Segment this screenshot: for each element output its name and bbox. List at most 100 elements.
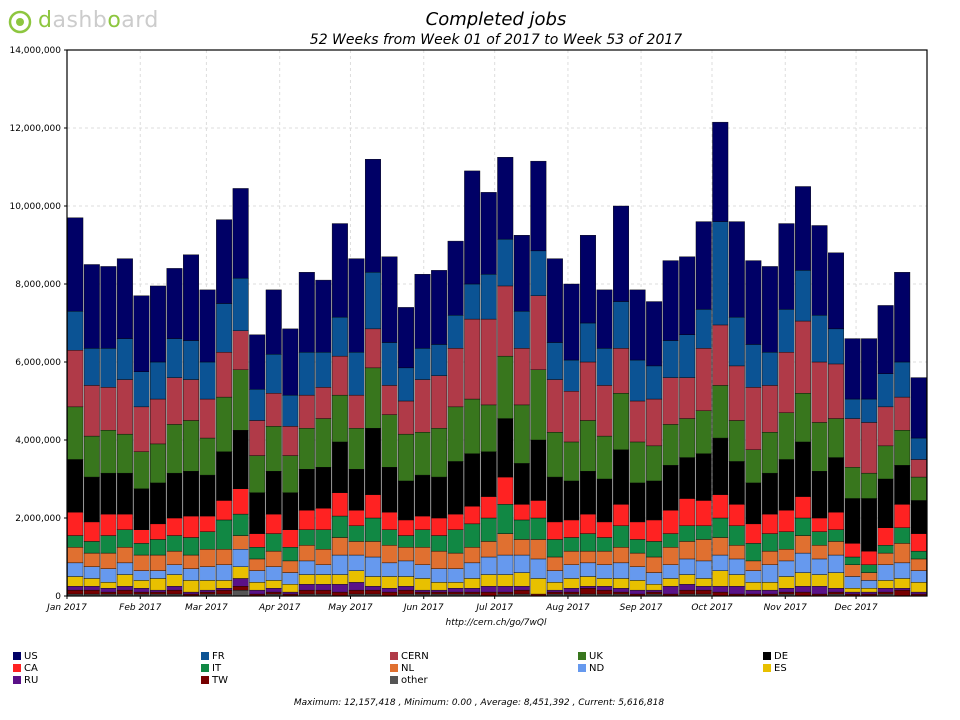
legend-item-de: DE <box>763 651 788 663</box>
bar-segment-ca <box>761 513 778 534</box>
bar-segment-ru <box>464 588 481 593</box>
bar-segment-nl <box>364 541 381 558</box>
bar-segment-nl <box>464 547 481 564</box>
bar-segment-ru <box>761 589 778 595</box>
legend-label: UK <box>589 651 603 662</box>
bar-segment-it <box>794 517 811 536</box>
bar-segment-nl <box>83 552 100 567</box>
x-tick-label: May 2017 <box>328 603 373 613</box>
bar-segment-ru <box>546 589 563 593</box>
bar-segment-cern <box>116 379 133 435</box>
bar-segment-uk <box>166 424 183 474</box>
bar-segment-es <box>679 574 696 585</box>
bar-segment-tw <box>431 591 448 595</box>
bar-segment-fr <box>894 361 911 398</box>
bar-segment-fr <box>761 352 778 386</box>
bar-segment-uk <box>613 393 630 450</box>
bar-segment-fr <box>133 371 150 408</box>
bar-segment-it <box>861 564 878 573</box>
bar-segment-cern <box>910 459 927 478</box>
bar-segment-nd <box>712 554 729 571</box>
bar-segment-es <box>67 576 84 587</box>
bar-segment-de <box>894 465 911 505</box>
bar-segment-de <box>166 472 183 519</box>
bar-segment-tw <box>828 591 845 595</box>
bar-segment-it <box>67 535 84 548</box>
x-tick-label: Jan 2017 <box>45 603 87 613</box>
bar-segment-fr <box>398 367 415 402</box>
bar-segment-tw <box>447 591 464 595</box>
bar-segment-cern <box>679 377 696 419</box>
bar-segment-ru <box>513 586 530 591</box>
bar-segment-ca <box>497 476 514 505</box>
bar-segment-fr <box>662 340 679 378</box>
bar-segment-tw <box>695 589 712 595</box>
legend-label: NL <box>401 663 415 674</box>
bar-segment-es <box>199 580 216 591</box>
bar-segment-us <box>381 256 398 343</box>
bar-segment-uk <box>712 385 729 439</box>
bar-segment-nl <box>530 539 547 560</box>
bar-segment-ca <box>596 521 613 538</box>
bar-segment-cern <box>761 385 778 433</box>
bar-segment-es <box>364 576 381 587</box>
bar-segment-nl <box>447 552 464 569</box>
bar-segment-nd <box>728 558 745 575</box>
bar-segment-ca <box>629 521 646 540</box>
bar-segment-ru <box>67 586 84 591</box>
bar-segment-it <box>116 529 133 548</box>
bar-segment-us <box>497 157 514 240</box>
bar-segment-uk <box>530 369 547 441</box>
legend-item-us: US <box>13 651 38 663</box>
bar-segment-es <box>563 578 580 589</box>
bar-segment-de <box>579 471 596 515</box>
bar-segment-de <box>712 437 729 495</box>
bar-segment-nl <box>331 537 348 556</box>
bar-segment-cern <box>596 385 613 437</box>
bar-segment-it <box>513 519 530 540</box>
bar-segment-cern <box>83 385 100 437</box>
bar-segment-ru <box>199 589 216 593</box>
bar-segment-fr <box>728 316 745 367</box>
bar-segment-fr <box>331 316 348 357</box>
bar-segment-us <box>646 301 663 367</box>
bar-segment-us <box>695 221 712 310</box>
bar-segment-nd <box>315 564 332 575</box>
bar-segment-de <box>629 482 646 523</box>
bar-segment-ca <box>530 500 547 519</box>
bar-segment-nl <box>116 547 133 564</box>
bar-segment-uk <box>431 428 448 478</box>
bar-segment-us <box>828 252 845 330</box>
bar-segment-nd <box>464 562 481 579</box>
bar-segment-nd <box>513 554 530 573</box>
bar-segment-es <box>149 578 166 591</box>
bar-segment-nd <box>83 566 100 579</box>
bar-segment-us <box>894 272 911 363</box>
bar-segment-tw <box>894 589 911 597</box>
bar-segment-ca <box>679 498 696 526</box>
bar-segment-us <box>778 223 795 310</box>
bar-segment-tw <box>778 591 795 595</box>
bar-segment-de <box>910 500 927 534</box>
bar-segment-ca <box>563 519 580 538</box>
bar-segment-uk <box>828 418 845 458</box>
bar-segment-ca <box>794 496 811 519</box>
bar-segment-cern <box>398 400 415 435</box>
bar-segment-ru <box>100 588 117 593</box>
bar-segment-de <box>149 482 166 525</box>
bar-segment-cern <box>894 396 911 431</box>
bar-segment-de <box>728 461 745 505</box>
bar-segment-us <box>745 260 762 345</box>
bar-segment-nl <box>728 545 745 560</box>
bar-segment-tw <box>679 589 696 595</box>
bar-segment-cern <box>695 348 712 411</box>
bar-segment-uk <box>563 441 580 482</box>
bar-segment-ca <box>166 517 183 536</box>
y-tick-label: 12,000,000 <box>9 124 61 134</box>
bar-segment-es <box>844 588 861 593</box>
bar-segment-uk <box>579 420 596 472</box>
bar-segment-fr <box>596 348 613 386</box>
bar-segment-de <box>67 459 84 513</box>
bar-segment-ru <box>894 588 911 591</box>
bar-segment-uk <box>183 420 200 472</box>
